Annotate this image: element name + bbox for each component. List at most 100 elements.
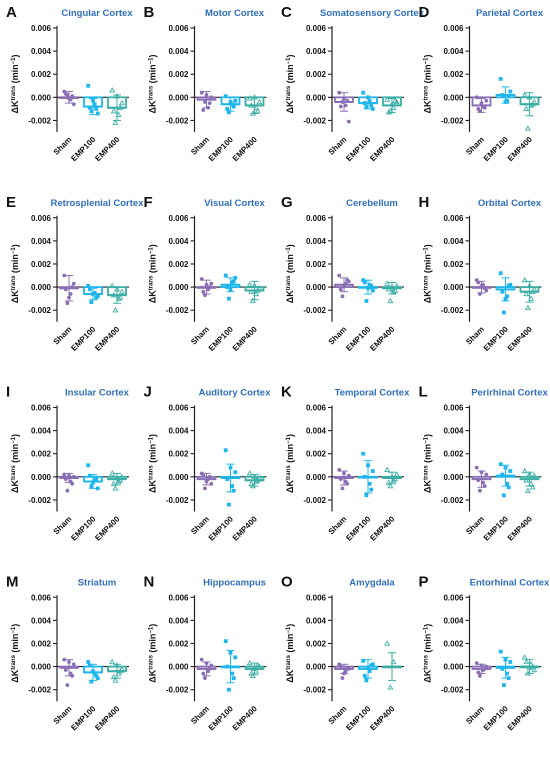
data-point [505, 294, 509, 299]
y-tick-label: 0.002 [306, 639, 327, 648]
data-point [369, 487, 374, 492]
data-point [524, 304, 531, 311]
data-point [502, 310, 506, 315]
panel-letter: C [281, 4, 292, 21]
x-tick-label: EMP400 [93, 514, 121, 542]
panel-title: Orbital Cortex [478, 198, 542, 209]
y-axis-label-superscript: trans [11, 275, 17, 290]
y-axis-label: ΔKtrans (min−1) [423, 434, 433, 493]
data-point [71, 474, 76, 479]
data-point [207, 666, 212, 671]
y-tick-label: -0.002 [441, 496, 464, 505]
panel-title: Perirhinal Cortex [471, 388, 548, 399]
data-point [384, 280, 391, 286]
data-point [209, 481, 214, 486]
data-point [387, 297, 394, 304]
y-tick-label: 0.002 [306, 70, 327, 79]
data-point [370, 288, 375, 293]
y-tick-label: 0.002 [31, 260, 52, 269]
data-point [109, 282, 116, 289]
y-axis-label-part: ΔK [148, 100, 158, 113]
data-point [476, 280, 481, 285]
panel-title: Temporal Cortex [335, 388, 411, 399]
data-point [498, 649, 503, 654]
y-tick-label: 0.000 [443, 663, 464, 672]
data-point [253, 478, 260, 484]
y-tick-label: 0.006 [443, 214, 464, 223]
data-point [254, 287, 261, 293]
panel-letter: K [281, 384, 292, 401]
data-point [508, 469, 513, 473]
x-tick-label: EMP400 [231, 514, 259, 542]
x-tick-label: EMP400 [231, 324, 259, 352]
y-tick-label: 0.004 [306, 47, 327, 56]
data-point [71, 662, 76, 667]
panel-letter: D [419, 4, 430, 21]
data-point [345, 278, 350, 283]
y-tick-label: 0.004 [31, 47, 52, 56]
data-point [362, 474, 367, 479]
data-point [482, 105, 487, 110]
data-point [118, 665, 125, 672]
data-point [63, 287, 68, 292]
y-tick-label: 0.006 [306, 404, 327, 413]
y-axis-label-part: ΔK [10, 100, 20, 113]
data-point [345, 98, 350, 103]
x-tick-label: EMP400 [368, 324, 396, 352]
y-tick-label: 0.006 [31, 593, 52, 602]
data-point [91, 98, 95, 103]
data-point [521, 91, 528, 98]
y-tick-label: 0.000 [31, 663, 52, 672]
data-point [503, 296, 508, 301]
data-point [393, 282, 400, 289]
data-point [476, 670, 481, 675]
data-point [207, 285, 212, 289]
chart-panel: A Cingular Cortex ΔKtrans (min−1) 0.006 0.00… [6, 4, 133, 163]
chart-panel: L Perirhinal Cortex ΔKtrans (min−1) 0.006 0.… [419, 384, 549, 543]
data-point [392, 475, 399, 482]
data-point [484, 98, 489, 103]
panel-title: Cingular Cortex [61, 8, 133, 19]
panel-letter: P [419, 573, 429, 590]
y-tick-label: -0.002 [28, 496, 51, 505]
data-point [230, 484, 234, 488]
data-point [531, 666, 538, 673]
data-point [523, 290, 530, 297]
data-point [531, 98, 538, 105]
y-axis-label-part: (min [285, 444, 295, 466]
y-tick-label: 0.002 [168, 450, 189, 459]
y-axis-label-part: ) [423, 244, 433, 247]
data-point [207, 474, 212, 479]
chart-panel: D Parietal Cortex ΔKtrans (min−1) 0.006 0.00… [419, 4, 544, 163]
y-axis-label-superscript: trans [424, 654, 430, 669]
data-point [230, 102, 234, 107]
data-point [225, 477, 230, 482]
y-tick-label: -0.002 [303, 306, 326, 315]
data-point [385, 109, 392, 115]
data-point [67, 295, 71, 300]
x-tick-label: EMP100 [344, 324, 372, 352]
data-point [387, 482, 394, 489]
data-point [524, 125, 531, 131]
data-point [361, 451, 366, 456]
y-axis-label-part: ΔK [148, 669, 158, 682]
data-point [362, 280, 367, 285]
data-point [227, 296, 231, 301]
panel-letter: G [281, 194, 293, 211]
data-point [63, 668, 68, 672]
x-tick-label: EMP400 [506, 704, 534, 732]
panel-letter: M [6, 573, 19, 590]
data-point [528, 661, 535, 667]
y-axis-label-part: ) [285, 434, 295, 437]
panel-letter: J [144, 384, 152, 401]
data-point [337, 273, 342, 278]
data-point [506, 94, 511, 99]
data-point [204, 479, 209, 484]
y-axis-label-part: ) [423, 55, 433, 58]
data-point [253, 104, 260, 110]
data-point [225, 106, 230, 111]
data-point [246, 470, 253, 476]
y-axis-label-part: ) [285, 244, 295, 247]
chart-panel: O Amygdala ΔKtrans (min−1) 0.006 0.004 0.002 0… [281, 573, 404, 732]
data-point [203, 293, 207, 298]
